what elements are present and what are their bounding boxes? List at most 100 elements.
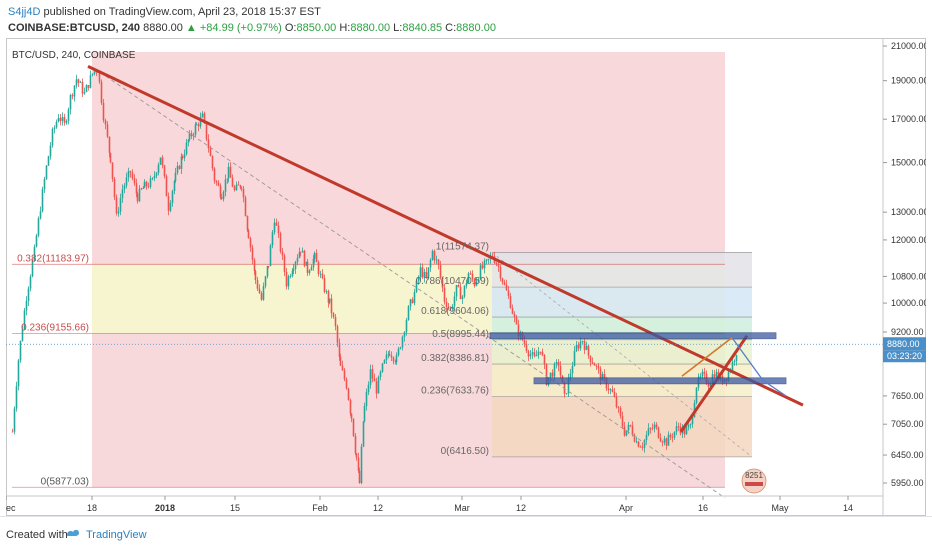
candle-body	[631, 425, 634, 436]
fib-right-zone	[492, 396, 752, 457]
candle-body	[541, 351, 544, 356]
candle-body	[312, 258, 315, 268]
fib-right-label: 1(11574.37)	[436, 241, 489, 252]
candle-body	[459, 286, 462, 300]
candle-body	[45, 165, 48, 179]
candle-body	[209, 148, 212, 157]
candle-body	[55, 121, 58, 128]
candle-body	[187, 139, 190, 143]
candle-body	[419, 267, 422, 278]
price-change: ▲ +84.99 (+0.97%)	[185, 22, 282, 34]
candle-body	[151, 178, 154, 179]
candle-body	[447, 307, 450, 309]
candle-body	[231, 177, 234, 187]
candle-body	[267, 266, 270, 267]
candle-body	[277, 225, 280, 234]
candle-body	[735, 354, 738, 362]
candle-body	[553, 364, 556, 377]
candle-body	[65, 120, 68, 123]
candle-body	[67, 109, 70, 121]
candle-body	[373, 378, 376, 382]
candle-body	[627, 424, 630, 431]
candle-body	[505, 284, 508, 291]
author-link[interactable]: S4jj4D	[8, 6, 41, 18]
candle-body	[23, 310, 26, 330]
price-axis[interactable]: 21000.00 19000.00 17000.00 15000.00 13000.00…	[882, 38, 926, 516]
candle-body	[417, 277, 420, 281]
candle-body	[273, 222, 276, 233]
candle-body	[188, 133, 191, 140]
time-axis[interactable]: ec 18 2018 15 Feb 12 Mar 12 Apr 16 May 14	[6, 495, 883, 513]
fib-right-label: 0(6416.50)	[441, 446, 489, 457]
candle-body	[227, 166, 230, 179]
candle-body	[399, 347, 402, 349]
candle-body	[63, 117, 66, 123]
fib-right-label: 0.618(9604.06)	[421, 306, 489, 317]
candle-body	[328, 298, 331, 303]
candle-body	[487, 258, 490, 260]
candle-body	[308, 270, 311, 273]
candle-body	[669, 434, 672, 437]
candle-body	[471, 273, 474, 280]
candle-body	[397, 348, 400, 356]
candle-body	[11, 431, 14, 433]
candle-body	[451, 306, 454, 309]
candle-body	[127, 171, 130, 178]
candle-body	[629, 424, 632, 426]
candle-body	[260, 293, 263, 300]
last-price: 8880.00	[143, 22, 183, 34]
candle-body	[197, 124, 200, 127]
candle-body	[215, 181, 218, 183]
candle-body	[183, 154, 186, 159]
candle-body	[319, 273, 322, 275]
drawings	[6, 65, 883, 499]
candle-body	[249, 238, 252, 248]
candle-body	[178, 165, 181, 169]
candle-body	[727, 371, 730, 381]
price-tick-label: 10800.00	[891, 271, 926, 281]
candle-body	[611, 389, 614, 392]
candle-body	[354, 436, 357, 454]
time-tick-label: 2018	[155, 503, 175, 513]
candle-body	[296, 257, 299, 263]
candle-body	[199, 117, 202, 127]
price-chart[interactable]: 0.382(11183.97) 0.236(9155.66) 0(5877.03) 1…	[6, 38, 926, 516]
candle-body	[349, 399, 352, 414]
candle-body	[313, 253, 316, 259]
candle-body	[317, 262, 320, 274]
candle-body	[43, 178, 46, 190]
candle-body	[635, 441, 638, 443]
tradingview-brand-link[interactable]: TradingView	[86, 529, 147, 541]
candle-body	[121, 189, 124, 199]
candle-body	[211, 156, 214, 169]
candle-body	[217, 182, 220, 186]
candle-body	[623, 426, 626, 436]
candle-body	[143, 181, 146, 188]
candle-body	[157, 164, 160, 173]
candle-body	[707, 383, 710, 387]
last-price-tag	[883, 337, 926, 351]
candle-body	[104, 120, 107, 125]
fib-right-label: 0.382(8386.81)	[421, 353, 489, 364]
candle-body	[543, 355, 546, 365]
candle-body	[53, 127, 56, 130]
candle-body	[167, 196, 170, 211]
candle-body	[713, 374, 716, 377]
price-tick-label: 9200.00	[891, 327, 924, 337]
candle-body	[525, 344, 528, 352]
candle-body	[365, 392, 368, 407]
candle-body	[545, 364, 548, 385]
candle-body	[699, 376, 702, 378]
candle-body	[647, 428, 650, 435]
candle-body	[443, 287, 446, 302]
candle-body	[61, 117, 64, 121]
price-tick-label: 19000.00	[891, 76, 926, 86]
candle-body	[569, 373, 572, 378]
last-price-tag-label: 8880.00	[887, 339, 920, 349]
price-tick-label: 13000.00	[891, 207, 926, 217]
candle-body	[111, 162, 114, 179]
candle-body	[31, 260, 34, 277]
candle-body	[224, 179, 227, 192]
candle-body	[411, 299, 414, 304]
candle-body	[649, 428, 652, 430]
